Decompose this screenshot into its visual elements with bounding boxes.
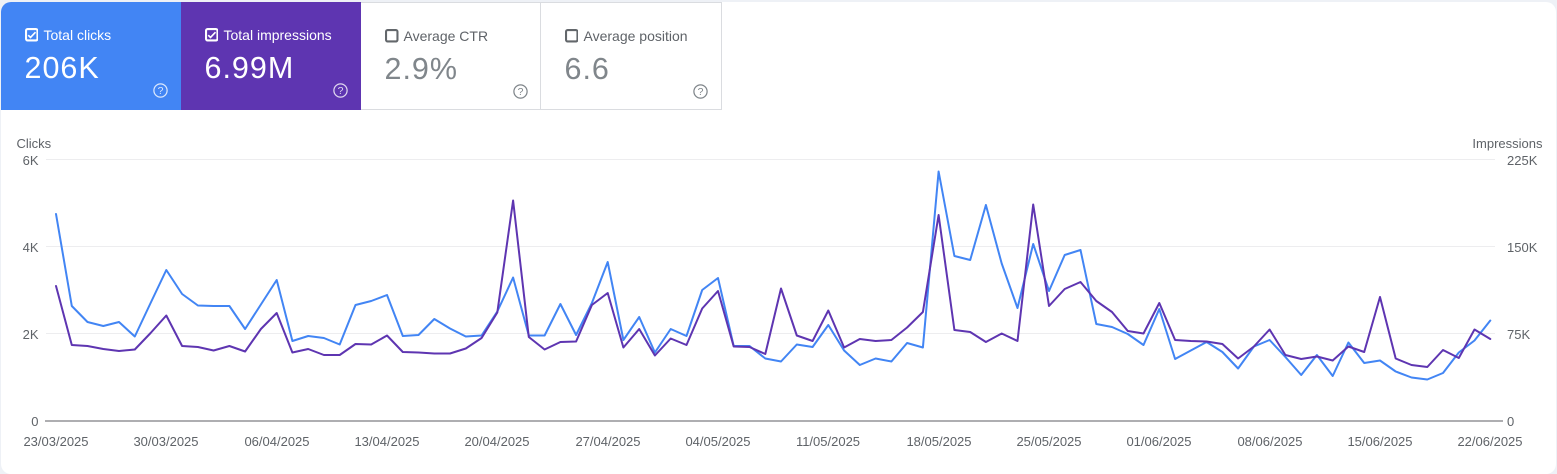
svg-text:?: ?: [697, 86, 703, 98]
svg-text:?: ?: [157, 85, 163, 97]
svg-text:?: ?: [517, 86, 523, 98]
svg-text:?: ?: [337, 85, 343, 97]
